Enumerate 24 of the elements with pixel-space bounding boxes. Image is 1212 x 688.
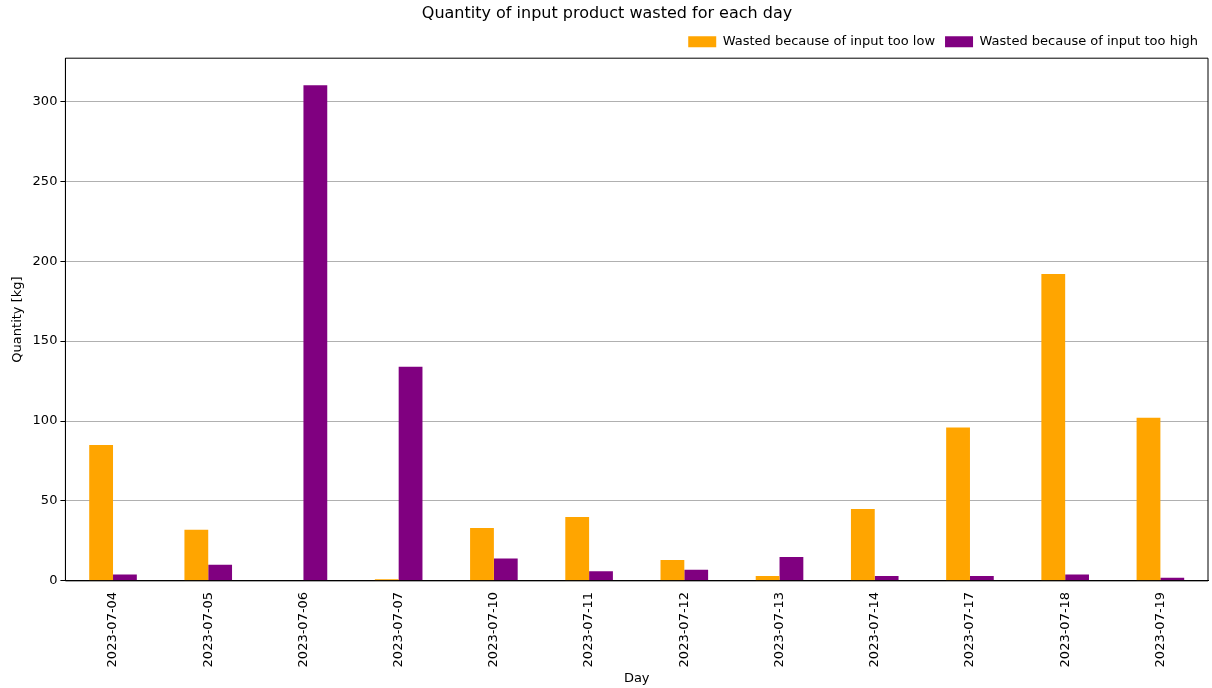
y-tick-label: 50 xyxy=(40,492,58,508)
y-tick-label: 0 xyxy=(49,572,58,588)
x-tick-label: 2023-07-14 xyxy=(866,591,882,668)
y-tick-label: 100 xyxy=(32,412,58,428)
x-tick-label: 2023-07-12 xyxy=(675,591,691,668)
x-tick-label: 2023-07-11 xyxy=(580,591,596,668)
x-tick-label: 2023-07-17 xyxy=(961,591,977,668)
x-tick-label: 2023-07-10 xyxy=(485,591,501,668)
y-tick-label: 250 xyxy=(32,172,58,188)
x-tick-label: 2023-07-04 xyxy=(104,591,120,668)
x-tick-label: 2023-07-07 xyxy=(390,591,406,668)
y-tick-label: 200 xyxy=(32,252,58,268)
x-tick-label: 2023-07-06 xyxy=(294,591,310,668)
legend-label: Wasted because of input too low xyxy=(722,33,936,49)
y-axis-title: Quantity [kg] xyxy=(9,276,25,363)
x-tick-label: 2023-07-19 xyxy=(1151,591,1167,668)
legend-label: Wasted because of input too high xyxy=(979,33,1199,49)
y-tick-label: 150 xyxy=(32,332,58,348)
x-tick-label: 2023-07-18 xyxy=(1056,591,1072,668)
x-axis-title: Day xyxy=(623,669,650,685)
y-tick-label: 300 xyxy=(32,92,58,108)
chart-title: Quantity of input product wasted for each day xyxy=(421,2,793,22)
x-tick-label: 2023-07-05 xyxy=(199,591,215,668)
x-tick-label: 2023-07-13 xyxy=(770,591,786,668)
